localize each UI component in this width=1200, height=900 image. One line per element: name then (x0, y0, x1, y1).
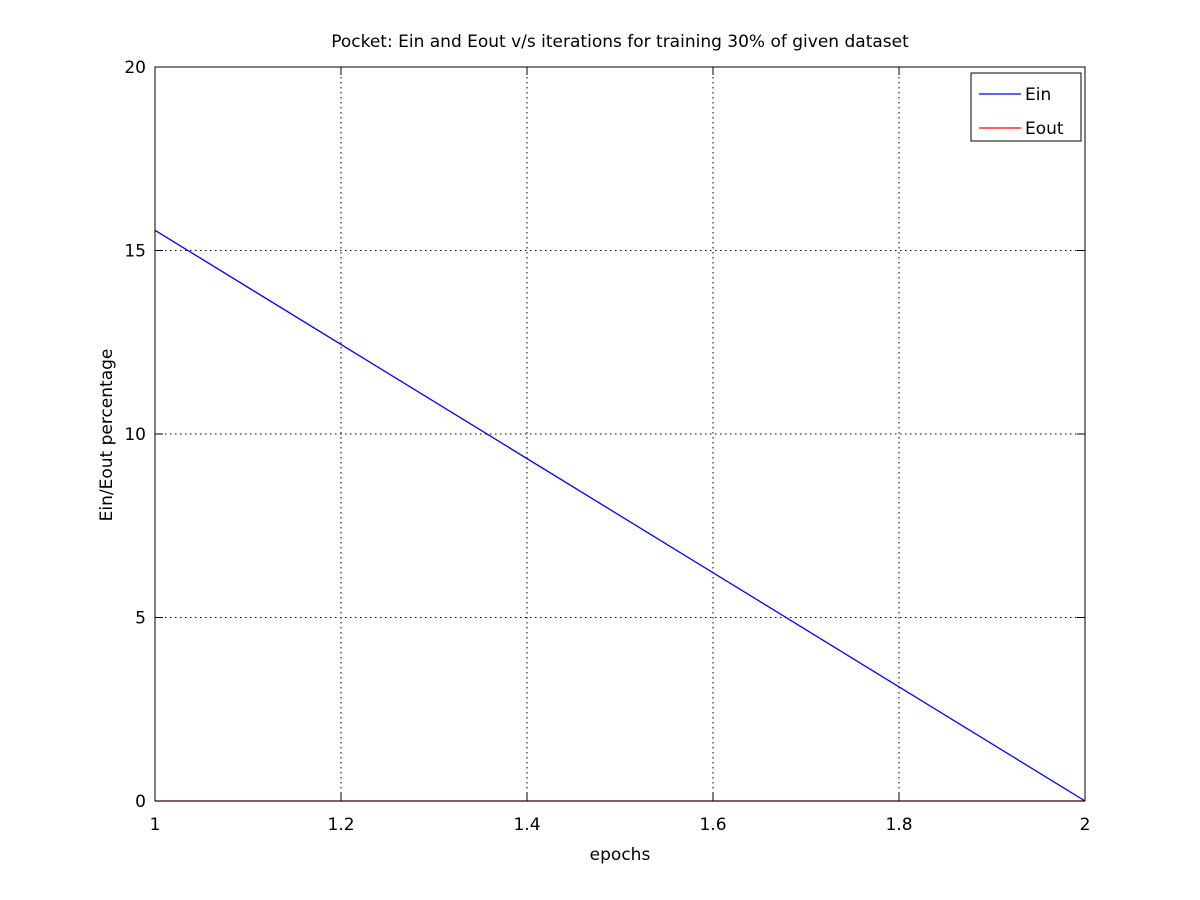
x-tick-label: 2 (1080, 815, 1091, 835)
y-tick-label: 5 (135, 609, 146, 629)
grid (155, 67, 1085, 801)
chart-title: Pocket: Ein and Eout v/s iterations for … (331, 32, 909, 52)
x-axis-title: epochs (590, 845, 651, 865)
legend: Ein Eout (970, 72, 1082, 142)
legend-box (970, 72, 1082, 142)
x-tick-label: 1.8 (885, 815, 912, 835)
legend-label-ein: Ein (1025, 85, 1051, 105)
y-tick-label: 20 (124, 58, 146, 78)
y-tick-label: 15 (124, 242, 146, 262)
y-tick-label: 10 (124, 425, 146, 445)
x-tick-label: 1.2 (327, 815, 354, 835)
x-tick-label: 1 (150, 815, 161, 835)
series-line-ein (154, 229, 1086, 802)
y-axis-title: Ein/Eout percentage (97, 349, 117, 522)
series-lines (154, 229, 1086, 802)
legend-label-eout: Eout (1025, 119, 1064, 139)
y-tick-label: 0 (135, 792, 146, 812)
x-tick-label: 1.4 (513, 815, 540, 835)
x-tick-label: 1.6 (699, 815, 726, 835)
